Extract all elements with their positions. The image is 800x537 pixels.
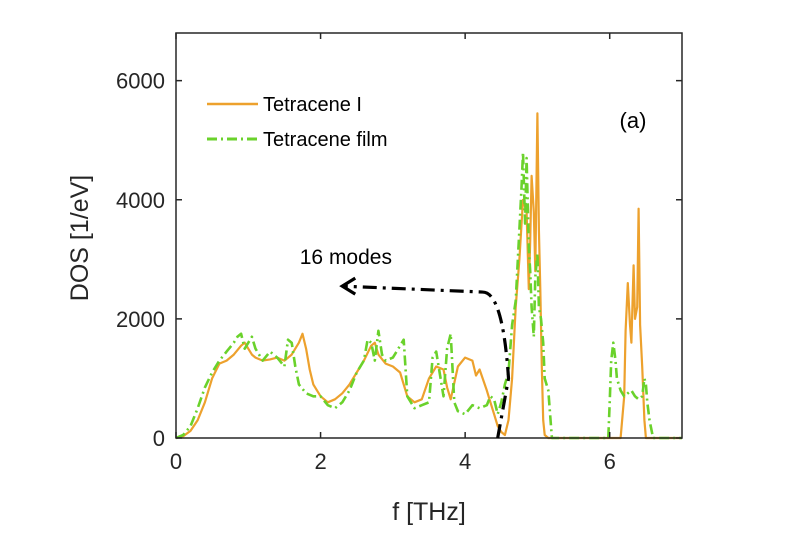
ticks-layer: 0 2 4 6 0 2000 4000 6000 [116, 33, 682, 474]
series-line-tetracene-film [175, 150, 682, 440]
axes-frame [175, 32, 683, 439]
x-tick-label: 0 [170, 449, 182, 474]
y-tick-label: 2000 [116, 307, 165, 332]
annotation-text: 16 modes [300, 246, 392, 269]
x-tick-label: 2 [314, 449, 326, 474]
annotation-layer: 16 modes [300, 246, 511, 439]
annotation-arrow [342, 284, 511, 439]
series-line-tetracene-i [175, 112, 682, 440]
x-tick-label: 4 [459, 449, 471, 474]
series-layer [175, 112, 682, 440]
legend-label-tetracene-i: Tetracene I [263, 94, 362, 116]
x-axis-label: f [THz] [392, 498, 466, 526]
y-tick-label: 4000 [116, 188, 165, 213]
legend: Tetracene I Tetracene film [207, 94, 388, 151]
annotation-arrowhead [339, 276, 357, 296]
y-tick-label: 0 [153, 426, 165, 451]
x-tick-label: 6 [604, 449, 616, 474]
y-tick-label: 6000 [116, 69, 165, 94]
y-axis-label: DOS [1/eV] [66, 175, 94, 301]
panel-label: (a) [620, 108, 647, 133]
legend-label-tetracene-film: Tetracene film [263, 129, 388, 151]
